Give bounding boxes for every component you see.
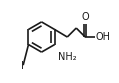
Text: I: I (21, 61, 24, 71)
Text: O: O (81, 12, 89, 22)
Text: OH: OH (96, 32, 111, 42)
Text: NH₂: NH₂ (58, 52, 77, 62)
